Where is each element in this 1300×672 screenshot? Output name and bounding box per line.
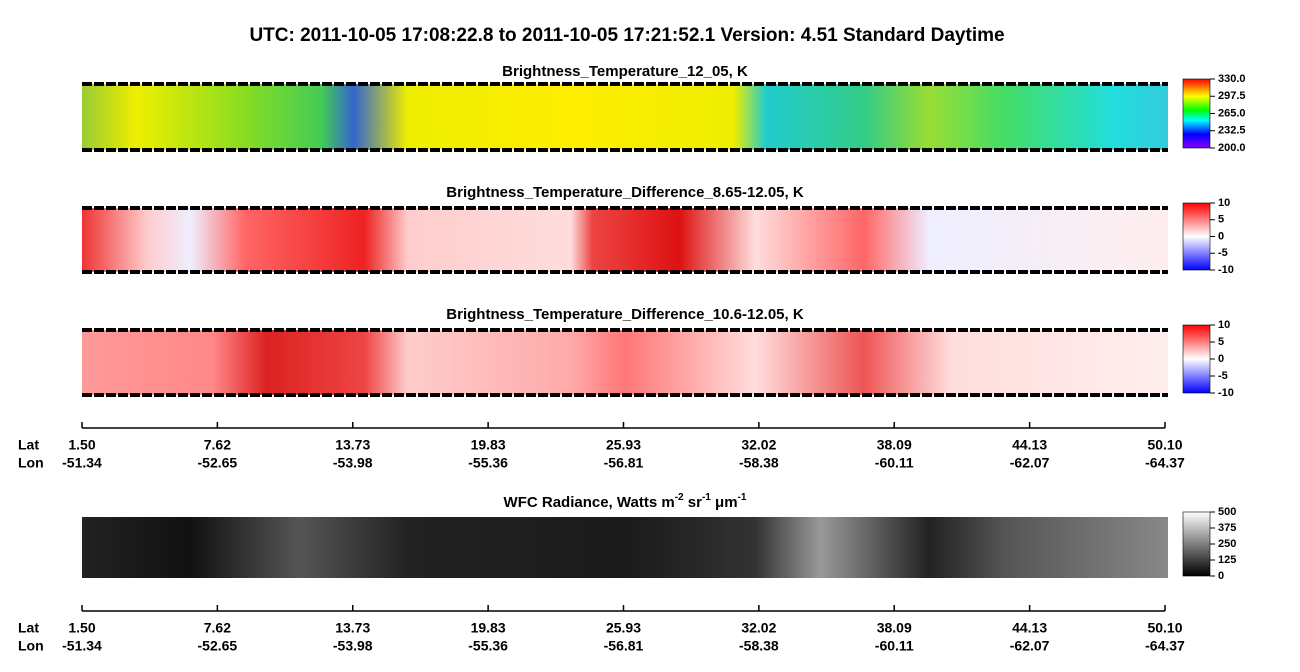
lat-label: 50.10 — [1147, 620, 1182, 636]
colorbar-tick-label: 0 — [1218, 230, 1224, 242]
colorbar-tick-label: 232.5 — [1218, 125, 1246, 137]
lon-label: -53.98 — [333, 455, 373, 471]
colorbar-tick-label: -5 — [1218, 247, 1228, 259]
lat-label: 13.73 — [335, 620, 370, 636]
lon-label: -64.37 — [1145, 638, 1185, 654]
colorbar-tick-label: 10 — [1218, 197, 1230, 209]
lon-label: -56.81 — [604, 455, 644, 471]
colorbar-tick-label: -5 — [1218, 370, 1228, 382]
colorbar-tick-label: 330.0 — [1218, 73, 1246, 85]
colorbar-tick-label: 5 — [1218, 336, 1224, 348]
lat-label: 32.02 — [741, 620, 776, 636]
lon-label: -51.34 — [62, 638, 102, 654]
panel-title: Brightness_Temperature_Difference_8.65-1… — [446, 184, 804, 201]
colorbar — [1182, 324, 1211, 394]
lat-label: 7.62 — [204, 437, 231, 453]
lon-label: -52.65 — [198, 455, 238, 471]
lon-label: -62.07 — [1010, 638, 1050, 654]
image-panel — [82, 330, 1168, 395]
colorbar-tick-label: -10 — [1218, 387, 1234, 399]
panel-title: Brightness_Temperature_Difference_10.6-1… — [446, 306, 804, 323]
axis-label: Lat — [18, 620, 39, 636]
title-part: -1 — [738, 492, 747, 503]
lon-label: -58.38 — [739, 638, 779, 654]
title-part: -2 — [675, 492, 684, 503]
colorbar-tick-label: 375 — [1218, 522, 1236, 534]
colorbar-tick-label: 5 — [1218, 214, 1224, 226]
colorbar — [1182, 511, 1211, 577]
colorbar-tick-label: 125 — [1218, 554, 1236, 566]
lat-label: 38.09 — [877, 620, 912, 636]
lon-label: -55.36 — [468, 455, 508, 471]
lat-label: 13.73 — [335, 437, 370, 453]
axis-label: Lon — [18, 638, 44, 654]
colorbar-tick-label: 250 — [1218, 538, 1236, 550]
lat-label: 50.10 — [1147, 437, 1182, 453]
lat-label: 25.93 — [606, 437, 641, 453]
colorbar-tick-label: 200.0 — [1218, 142, 1246, 154]
lat-label: 25.93 — [606, 620, 641, 636]
panel-title: Brightness_Temperature_12_05, K — [502, 63, 748, 80]
lon-label: -60.11 — [875, 638, 914, 654]
lon-label: -53.98 — [333, 638, 373, 654]
lat-label: 32.02 — [741, 437, 776, 453]
lat-label: 19.83 — [471, 620, 506, 636]
lon-label: -51.34 — [62, 455, 102, 471]
lat-label: 38.09 — [877, 437, 912, 453]
title-part: -1 — [702, 492, 711, 503]
panel-title: WFC Radiance, Watts m-2 sr-1 μm-1 — [504, 492, 747, 511]
lon-label: -60.11 — [875, 455, 914, 471]
lon-label: -58.38 — [739, 455, 779, 471]
colorbar-tick-label: 265.0 — [1218, 107, 1246, 119]
image-panel — [82, 84, 1168, 150]
colorbar-tick-label: 297.5 — [1218, 90, 1246, 102]
colorbar-tick-label: 0 — [1218, 353, 1224, 365]
colorbar-tick-label: 0 — [1218, 570, 1224, 582]
lon-label: -52.65 — [198, 638, 238, 654]
colorbar — [1182, 202, 1211, 271]
colorbar-tick-label: -10 — [1218, 264, 1234, 276]
image-panel — [82, 208, 1168, 272]
lat-label: 44.13 — [1012, 620, 1047, 636]
lat-label: 1.50 — [68, 437, 95, 453]
figure-title: UTC: 2011-10-05 17:08:22.8 to 2011-10-05… — [249, 25, 1004, 46]
title-part: sr — [684, 494, 703, 511]
lat-label: 7.62 — [204, 620, 231, 636]
colorbar-tick-label: 500 — [1218, 506, 1236, 518]
title-part: WFC Radiance, Watts m — [504, 494, 675, 511]
lon-label: -56.81 — [604, 638, 644, 654]
lat-label: 19.83 — [471, 437, 506, 453]
lon-label: -62.07 — [1010, 455, 1050, 471]
image-panel — [82, 517, 1168, 578]
title-part: μm — [711, 494, 738, 511]
lat-label: 44.13 — [1012, 437, 1047, 453]
lat-label: 1.50 — [68, 620, 95, 636]
lon-label: -64.37 — [1145, 455, 1185, 471]
axis-label: Lat — [18, 437, 39, 453]
axis-label: Lon — [18, 455, 44, 471]
colorbar-tick-label: 10 — [1218, 319, 1230, 331]
lon-label: -55.36 — [468, 638, 508, 654]
colorbar — [1182, 78, 1211, 149]
